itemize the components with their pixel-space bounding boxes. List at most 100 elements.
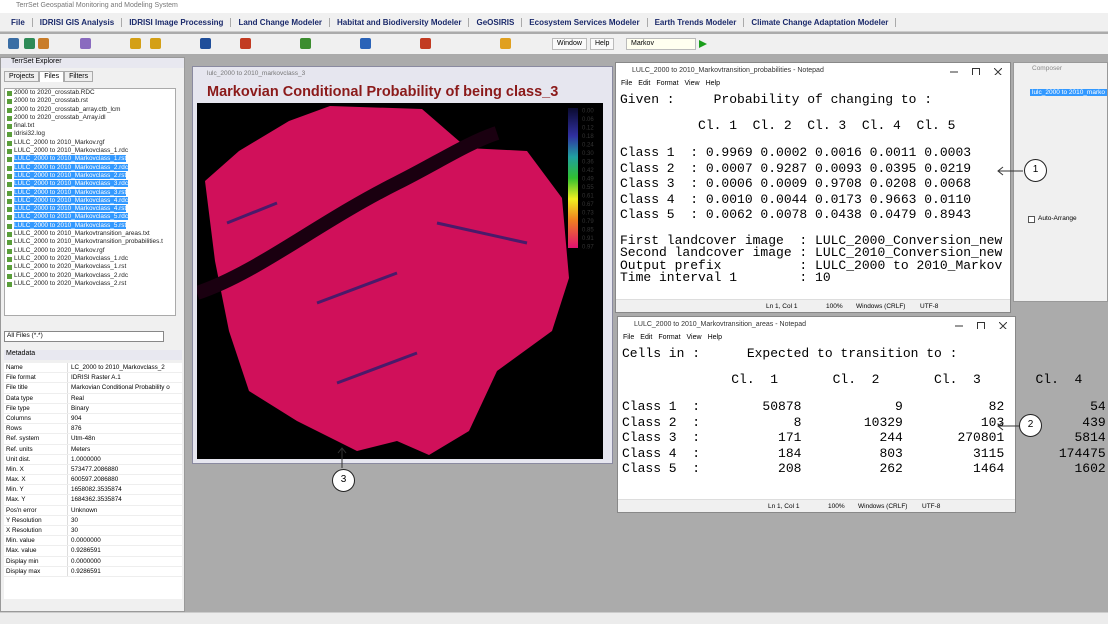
file-name: LULC_2000 to 2020_Markovclass_1.rst bbox=[14, 263, 126, 270]
file-name: LULC_2000 to 2010_Markov.rgf bbox=[14, 139, 104, 146]
composer-layer[interactable]: lulc_2000 to 2010_marko bbox=[1030, 89, 1107, 96]
file-item[interactable]: LULC_2000 to 2020_Markovclass_1.rst bbox=[5, 263, 175, 271]
run-icon[interactable] bbox=[698, 39, 708, 49]
window-control[interactable] bbox=[994, 68, 1002, 75]
auto-arrange[interactable]: Auto-Arrange bbox=[1038, 215, 1077, 222]
status-bar: Ln 1, Col 1100%Windows (CRLF)UTF-8 bbox=[616, 299, 1010, 312]
file-name: LULC_2000 to 2010_Markovclass_1.rst bbox=[14, 155, 126, 162]
tool-icon[interactable] bbox=[150, 38, 161, 49]
metadata-key: Data type bbox=[4, 394, 68, 403]
menu-item[interactable]: Earth Trends Modeler bbox=[648, 18, 745, 27]
file-name: LULC_2000 to 2020_Markovclass_1.rdc bbox=[14, 255, 128, 262]
file-item[interactable]: LULC_2000 to 2010_Markovclass_5.rst bbox=[5, 222, 175, 230]
file-item[interactable]: LULC_2000 to 2010_Markovclass_2.rdc bbox=[5, 164, 175, 172]
window-control[interactable] bbox=[955, 322, 963, 329]
legend-label: 0.97 bbox=[582, 245, 594, 251]
metadata-key: Display min bbox=[4, 557, 68, 566]
file-item[interactable]: 2000 to 2020_crosstab_array.ctb_lcm bbox=[5, 106, 175, 114]
window-button[interactable]: Window bbox=[552, 38, 587, 50]
menu-item[interactable]: Land Change Modeler bbox=[231, 18, 330, 27]
metadata-value: 600597.2086880 bbox=[68, 475, 118, 484]
file-item[interactable]: LULC_2000 to 2010_Markovclass_4.rst bbox=[5, 205, 175, 213]
metadata-row: Ref. systemUtm-48n bbox=[4, 434, 182, 444]
tool-icon[interactable] bbox=[300, 38, 311, 49]
menu-item[interactable]: View bbox=[685, 80, 700, 92]
file-item[interactable]: Idrisi32.log bbox=[5, 130, 175, 138]
tab[interactable]: Files bbox=[39, 71, 64, 82]
text-line: Class 4 : 0.0010 0.0044 0.0173 0.9663 0.… bbox=[616, 192, 1010, 208]
file-item[interactable]: LULC_2000 to 2020_Markov.rgf bbox=[5, 247, 175, 255]
window-control[interactable] bbox=[999, 322, 1007, 329]
filter-dropdown[interactable]: All Files (*.*) bbox=[4, 331, 164, 342]
file-name: Idrisi32.log bbox=[14, 130, 45, 137]
menu-item[interactable]: Ecosystem Services Modeler bbox=[522, 18, 647, 27]
status-item: Windows (CRLF) bbox=[856, 303, 905, 310]
control-glyph bbox=[978, 323, 985, 330]
page: TerrSet Geospatial Monitoring and Modeli… bbox=[0, 0, 1108, 624]
file-item[interactable]: LULC_2000 to 2010_Markovclass_3.rst bbox=[5, 189, 175, 197]
menu-item[interactable]: File bbox=[621, 80, 632, 92]
menu-item[interactable]: Format bbox=[658, 334, 680, 346]
checkbox[interactable] bbox=[1028, 216, 1035, 223]
file-item[interactable]: LULC_2000 to 2020_Markovclass_2.rst bbox=[5, 280, 175, 288]
metadata-row: Min. Y1658082.3535874 bbox=[4, 485, 182, 495]
tool-icon[interactable] bbox=[8, 38, 19, 49]
text-line: Time interval 1 : 10 bbox=[616, 272, 1010, 285]
tool-icon[interactable] bbox=[38, 38, 49, 49]
taskbar bbox=[0, 612, 1108, 624]
file-item[interactable]: LULC_2000 to 2010_Markovclass_3.rdc bbox=[5, 180, 175, 188]
file-item[interactable]: 2000 to 2020_crosstab.rst bbox=[5, 97, 175, 105]
tab[interactable]: Filters bbox=[64, 71, 93, 82]
file-item[interactable]: LULC_2000 to 2010_Markovclass_1.rst bbox=[5, 155, 175, 163]
tool-icon[interactable] bbox=[80, 38, 91, 49]
tool-icon[interactable] bbox=[130, 38, 141, 49]
file-item[interactable]: LULC_2000 to 2010_Markovclass_1.rdc bbox=[5, 147, 175, 155]
file-item[interactable]: LULC_2000 to 2020_Markovclass_1.rdc bbox=[5, 255, 175, 263]
metadata-row: Max. Y1684362.3535874 bbox=[4, 495, 182, 505]
file-item[interactable]: 2000 to 2020_crosstab_Array.idl bbox=[5, 114, 175, 122]
file-item[interactable]: LULC_2000 to 2010_Markovtransition_proba… bbox=[5, 238, 175, 246]
help-button[interactable]: Help bbox=[590, 38, 614, 50]
file-item[interactable]: 2000 to 2020_crosstab.RDC bbox=[5, 89, 175, 97]
metadata-value: LC_2000 to 2010_Markovclass_2 bbox=[68, 363, 165, 372]
file-item[interactable]: LULC_2000 to 2010_Markovclass_2.rst bbox=[5, 172, 175, 180]
window-control[interactable] bbox=[972, 68, 980, 75]
file-item[interactable]: LULC_2000 to 2010_Markov.rgf bbox=[5, 139, 175, 147]
metadata-value: 1684362.3535874 bbox=[68, 495, 122, 504]
metadata-key: Min. value bbox=[4, 536, 68, 545]
tool-icon[interactable] bbox=[420, 38, 431, 49]
menu-item[interactable]: IDRISI Image Processing bbox=[122, 18, 231, 27]
file-name: LULC_2000 to 2010_Markovclass_5.rst bbox=[14, 222, 126, 229]
menu-item[interactable]: Edit bbox=[638, 80, 650, 92]
menu-item[interactable]: File bbox=[4, 18, 33, 27]
metadata-key: File title bbox=[4, 383, 68, 392]
tool-icon[interactable] bbox=[500, 38, 511, 49]
file-item[interactable]: LULC_2000 to 2010_Markovclass_4.rdc bbox=[5, 197, 175, 205]
tool-icon[interactable] bbox=[240, 38, 251, 49]
menu-item[interactable]: GeOSIRIS bbox=[469, 18, 522, 27]
metadata-value: Markovian Conditional Probability o bbox=[68, 383, 170, 392]
legend-ramp bbox=[568, 108, 578, 248]
window-control[interactable] bbox=[977, 322, 985, 329]
menu-item[interactable]: Help bbox=[708, 334, 722, 346]
file-item[interactable]: LULC_2000 to 2010_Markovclass_5.rdc bbox=[5, 213, 175, 221]
file-item[interactable]: final.txt bbox=[5, 122, 175, 130]
model-dropdown[interactable]: Markov bbox=[626, 38, 696, 50]
text-line: Class 3 : 0.0006 0.0009 0.9708 0.0208 0.… bbox=[616, 176, 1010, 192]
app-title: TerrSet Geospatial Monitoring and Modeli… bbox=[16, 2, 178, 9]
tool-icon[interactable] bbox=[360, 38, 371, 49]
menu-item[interactable]: Habitat and Biodiversity Modeler bbox=[330, 18, 469, 27]
tool-icon[interactable] bbox=[24, 38, 35, 49]
menu-item[interactable]: Edit bbox=[640, 334, 652, 346]
menu-item[interactable]: IDRISI GIS Analysis bbox=[33, 18, 122, 27]
file-item[interactable]: LULC_2000 to 2010_Markovtransition_areas… bbox=[5, 230, 175, 238]
file-item[interactable]: LULC_2000 to 2020_Markovclass_2.rdc bbox=[5, 272, 175, 280]
menu-item[interactable]: Climate Change Adaptation Modeler bbox=[744, 18, 896, 27]
tab[interactable]: Projects bbox=[4, 71, 39, 82]
menu-item[interactable]: Format bbox=[656, 80, 678, 92]
menu-item[interactable]: View bbox=[687, 334, 702, 346]
menu-item[interactable]: Help bbox=[706, 80, 720, 92]
tool-icon[interactable] bbox=[200, 38, 211, 49]
menu-item[interactable]: File bbox=[623, 334, 634, 346]
window-control[interactable] bbox=[950, 68, 958, 75]
